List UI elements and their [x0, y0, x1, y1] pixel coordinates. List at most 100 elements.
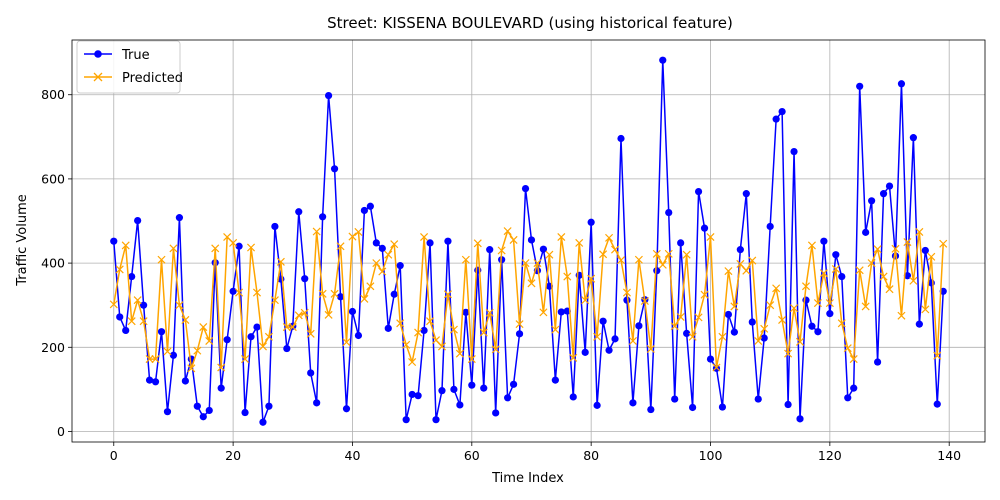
data-point-predicted [235, 288, 244, 297]
data-point-true [229, 287, 237, 295]
data-point-true [247, 333, 255, 341]
data-point-predicted [909, 276, 918, 285]
data-point-true [772, 115, 780, 123]
data-point-true [414, 392, 422, 400]
data-point-predicted [449, 325, 458, 334]
data-point-true [551, 376, 559, 384]
data-point-true [480, 384, 488, 392]
y-tick-label: 0 [57, 424, 65, 439]
data-point-predicted [330, 289, 339, 298]
data-point-true [313, 399, 321, 407]
data-point-true [778, 107, 786, 116]
data-point-predicted [133, 296, 142, 305]
data-point-predicted [378, 267, 387, 276]
data-point-true [677, 239, 685, 247]
data-point-true [426, 239, 434, 247]
data-point-true [140, 301, 148, 309]
data-point-predicted [622, 288, 631, 297]
data-point-predicted [300, 308, 309, 317]
data-point-true [754, 395, 762, 403]
data-point-true [193, 402, 201, 410]
data-point-true [784, 400, 792, 409]
data-point-predicted [121, 241, 130, 250]
data-point-predicted [933, 351, 942, 360]
data-point-true [593, 401, 601, 409]
data-point-true [885, 182, 894, 190]
data-point-true [336, 293, 345, 301]
data-point-predicted [885, 285, 894, 294]
data-point-true [736, 246, 744, 254]
data-point-predicted [348, 232, 357, 241]
y-axis-title: Traffic Volume [15, 194, 30, 287]
data-point-predicted [497, 246, 506, 255]
data-point-predicted [360, 294, 369, 303]
data-point-predicted [837, 319, 846, 328]
data-point-predicted [115, 265, 124, 274]
data-point-true [539, 245, 548, 253]
data-point-predicted [682, 250, 691, 259]
data-point-predicted [426, 317, 435, 326]
data-point-true [683, 329, 691, 337]
data-point-true [915, 320, 923, 328]
data-point-true [181, 377, 189, 385]
data-point-true [909, 134, 917, 142]
data-point-predicted [246, 243, 256, 252]
axis-ticks: 0 20 40 60 80 100 120 140 0 200 400 600 800 [41, 87, 961, 463]
data-point-predicted [485, 308, 494, 317]
data-point-true [718, 403, 727, 411]
data-point-true [235, 242, 243, 250]
data-point-predicted [903, 238, 912, 247]
data-point-true [283, 344, 291, 353]
data-point-predicted [509, 235, 518, 244]
data-point-true [492, 409, 500, 417]
data-point-predicted [873, 245, 882, 254]
data-point-true [486, 246, 494, 254]
chart-title: Street: KISSENA BOULEVARD (using histori… [327, 14, 733, 32]
data-point-true [307, 369, 315, 377]
data-point-true [390, 290, 398, 298]
data-point-true [354, 331, 363, 340]
data-point-true [342, 405, 351, 413]
data-point-true [217, 384, 225, 392]
data-point-predicted [187, 364, 196, 373]
data-point-predicted [742, 266, 751, 275]
data-point-predicted [336, 242, 345, 251]
legend-true-label: True [121, 48, 150, 63]
data-point-true [110, 237, 118, 245]
data-point-predicted [813, 299, 822, 308]
data-point-true [432, 416, 440, 424]
data-point-true [921, 246, 929, 255]
data-point-predicted [127, 317, 136, 326]
data-point-predicted [939, 239, 948, 248]
x-tick-label: 0 [110, 448, 118, 463]
data-point-predicted [766, 301, 775, 310]
data-point-predicted [670, 322, 679, 331]
data-point-true [796, 415, 804, 423]
legend: True Predicted [76, 40, 183, 94]
data-point-true [820, 237, 828, 245]
data-point-predicted [628, 336, 637, 345]
data-point-true [665, 208, 673, 217]
data-point-true [647, 405, 655, 414]
data-point-predicted [181, 315, 190, 324]
data-point-predicted [402, 340, 411, 349]
plot-series [109, 56, 948, 426]
data-point-predicted [414, 328, 423, 337]
data-point-predicted [569, 353, 578, 362]
data-point-predicted [891, 244, 900, 253]
data-point-predicted [354, 227, 363, 236]
data-point-predicted [581, 296, 590, 305]
data-point-predicted [533, 259, 542, 268]
data-point-true [384, 324, 392, 332]
data-point-predicted [551, 325, 560, 334]
data-point-true [271, 222, 279, 231]
data-point-predicted [748, 256, 757, 265]
data-point-true [862, 228, 870, 236]
data-point-true [396, 262, 404, 270]
data-point-true [372, 239, 380, 247]
data-point-predicted [288, 323, 297, 332]
data-point-true [253, 323, 261, 331]
data-point-predicted [563, 272, 572, 281]
data-point-predicted [921, 305, 930, 314]
data-point-true [145, 376, 154, 384]
